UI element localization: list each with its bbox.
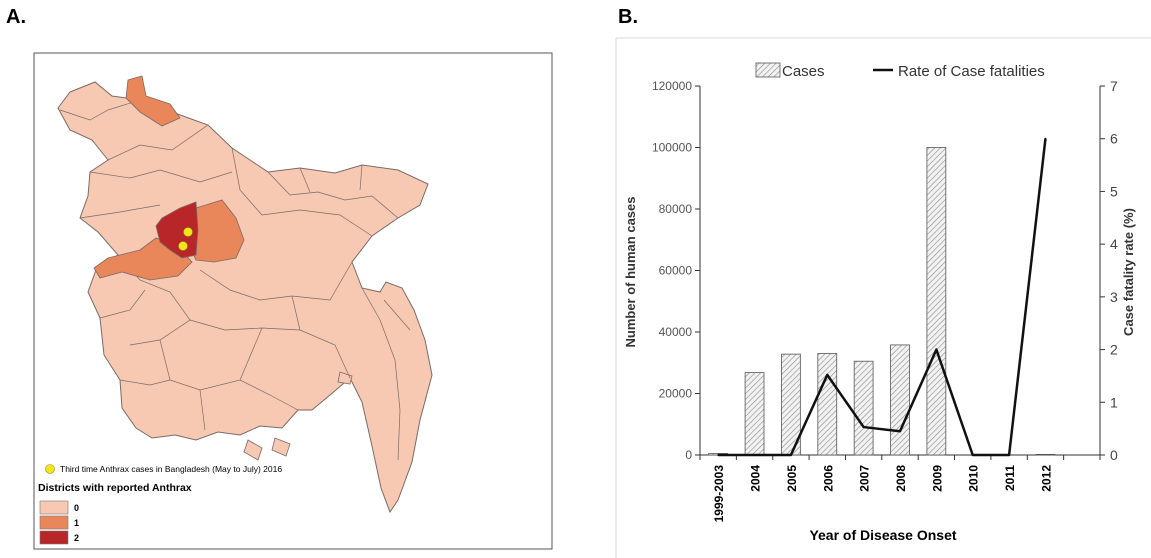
point-fatality-rate	[789, 454, 792, 456]
y-tick-label: 100000	[652, 141, 692, 155]
point-fatality-rate	[1008, 454, 1011, 456]
x-tick-label: 2006	[821, 465, 835, 492]
map-legend-title: Districts with reported Anthrax	[38, 482, 192, 494]
y2-axis-label: Case fatality rate (%)	[1121, 208, 1136, 336]
point-fatality-rate	[753, 454, 756, 456]
point-fatality-rate	[971, 454, 974, 456]
y2-tick-label: 7	[1110, 78, 1118, 94]
panel-b-label: B.	[618, 6, 638, 28]
x-tick-label: 2012	[1039, 465, 1053, 492]
legend-cases-label: Cases	[782, 63, 825, 80]
point-fatality-rate	[717, 454, 720, 456]
x-tick-label: 2008	[894, 465, 908, 492]
y2-tick-label: 1	[1110, 394, 1118, 410]
legend-rate-label: Rate of Case fatalities	[898, 63, 1045, 80]
map-legend-label-1: 1	[74, 518, 79, 528]
map-district-level-1	[125, 75, 181, 127]
point-fatality-rate	[899, 430, 901, 433]
x-tick-label: 2005	[785, 465, 799, 492]
bar-cases	[1035, 453, 1056, 456]
map-legend-swatch-0	[39, 500, 69, 515]
y2-tick-label: 4	[1110, 236, 1118, 252]
y2-tick-label: 5	[1110, 183, 1118, 199]
bar-cases	[853, 360, 874, 456]
y2-tick-label: 2	[1110, 342, 1118, 358]
x-tick-label: 2007	[858, 465, 872, 492]
anthrax-case-marker	[183, 227, 193, 237]
x-tick-label: 2010	[967, 465, 981, 492]
y2-tick-label: 6	[1110, 131, 1118, 147]
map-district-boundaries	[59, 99, 411, 461]
marker-legend-text: Third time Anthrax cases in Bangladesh (…	[60, 464, 282, 474]
map-legend-label-2: 2	[74, 533, 79, 543]
anthrax-map-panel: Third time Anthrax cases in Bangladesh (…	[33, 52, 553, 550]
y-tick-label: 120000	[652, 79, 692, 93]
x-tick-label: 2009	[930, 465, 944, 492]
map-legend-label-0: 0	[74, 503, 79, 513]
y2-tick-label: 0	[1110, 447, 1118, 463]
x-tick-label: 2011	[1003, 465, 1017, 491]
y-tick-label: 80000	[659, 202, 693, 216]
chart-plot-area: 0 20000 40000 60000 80000 100000 120000 0 1 2 3 4 5 6…	[652, 78, 1118, 522]
bar-cases	[744, 372, 765, 456]
point-fatality-rate	[826, 373, 829, 376]
point-fatality-rate	[862, 426, 865, 429]
x-tick-label: 2004	[749, 465, 763, 492]
x-axis-label: Year of Disease Onset	[809, 527, 956, 543]
anthrax-case-marker	[178, 241, 188, 251]
bar-cases	[926, 147, 947, 456]
y-tick-label: 60000	[659, 264, 693, 278]
point-fatality-rate	[935, 348, 938, 351]
panel-a-label: A.	[6, 6, 26, 28]
y-tick-label: 0	[685, 448, 692, 462]
cases-chart-panel: Cases Rate of Case fatalities 0 20000 4000…	[615, 37, 1151, 558]
x-tick-label: 1999-2003	[712, 465, 726, 523]
map-island	[271, 437, 291, 457]
y-tick-label: 40000	[659, 325, 693, 339]
marker-legend-symbol	[45, 464, 55, 474]
bar-cases	[890, 344, 910, 456]
map-district-level-2	[155, 201, 199, 259]
bar-cases	[817, 353, 838, 456]
map-legend-swatch-2	[39, 530, 69, 545]
map-legend-swatch-1	[39, 515, 69, 530]
y-tick-label: 20000	[659, 387, 693, 401]
legend-cases-swatch	[755, 62, 781, 78]
point-fatality-rate	[1044, 137, 1047, 140]
line-fatality-rate	[718, 138, 1047, 457]
y2-tick-label: 3	[1110, 289, 1118, 305]
y-axis-label: Number of human cases	[623, 197, 638, 348]
map-island	[243, 439, 263, 461]
